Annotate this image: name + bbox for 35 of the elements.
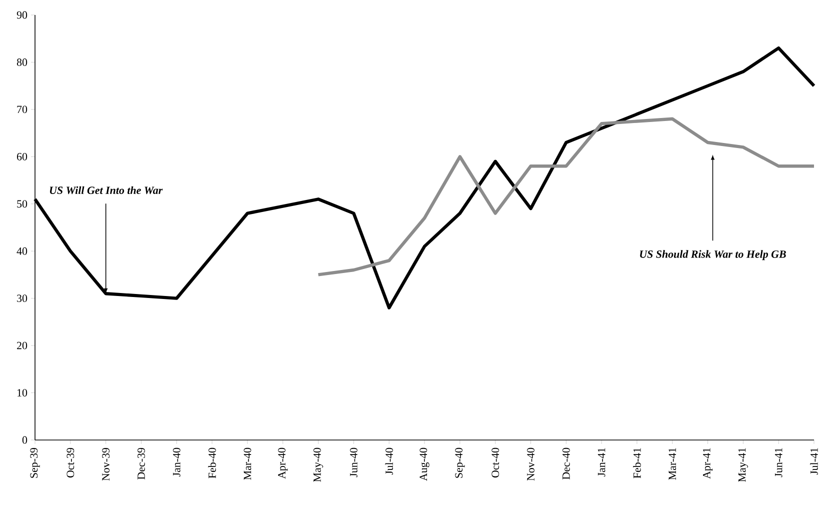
x-tick-label: Jun-40 xyxy=(350,448,358,478)
x-tick-label: Feb-40 xyxy=(208,448,216,478)
x-tick-label: Apr-41 xyxy=(703,448,713,479)
x-tick-label: May-40 xyxy=(313,448,324,482)
x-tick-label: May-41 xyxy=(738,448,748,482)
y-tick-label: 40 xyxy=(16,247,28,255)
annotation: US Should Risk War to Help GB xyxy=(640,250,786,260)
x-tick-label: Aug-40 xyxy=(420,448,430,481)
y-tick-label: 10 xyxy=(18,389,28,396)
x-tick-label: Nov-40 xyxy=(527,448,534,481)
x-tick-label: Nov-39 xyxy=(102,448,110,481)
x-tick-label: Oct-39 xyxy=(66,448,74,478)
x-tick-label: Feb-41 xyxy=(633,448,641,478)
y-tick-label: 70 xyxy=(17,106,28,114)
x-tick-label: Mar-41 xyxy=(668,448,676,480)
x-tick-label: Jun-41 xyxy=(774,448,782,478)
x-tick-label: Jan-41 xyxy=(598,448,606,476)
x-tick-label: Sep-39 xyxy=(30,448,40,478)
annotation: US Will Get Into the War xyxy=(50,186,163,194)
x-tick-label: Jul-40 xyxy=(385,448,393,475)
x-tick-label: Jan-40 xyxy=(172,448,180,476)
y-tick-label: 20 xyxy=(17,342,28,350)
y-tick-label: 80 xyxy=(16,58,28,66)
y-tick-label: 50 xyxy=(17,200,28,208)
y-tick-label: 90 xyxy=(16,11,28,19)
x-tick-label: Dec-40 xyxy=(562,448,570,480)
y-tick-label: 30 xyxy=(17,294,28,302)
x-tick-label: Dec-39 xyxy=(138,448,145,480)
x-tick-label: Oct-40 xyxy=(492,448,500,478)
y-tick-label: 60 xyxy=(17,152,28,160)
x-tick-label: Mar-40 xyxy=(244,448,252,480)
x-tick-label: Apr-40 xyxy=(278,448,288,479)
x-tick-label: Jul-41 xyxy=(810,448,818,475)
x-tick-label: Sep-40 xyxy=(455,448,465,478)
y-tick-label: 0 xyxy=(22,436,28,444)
